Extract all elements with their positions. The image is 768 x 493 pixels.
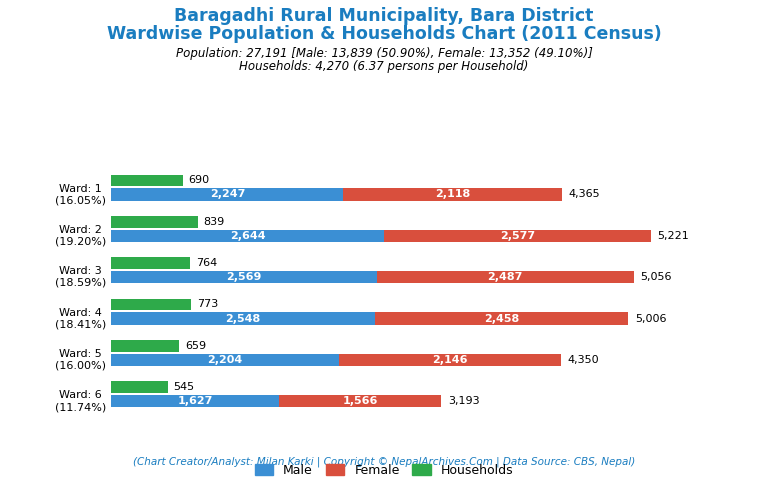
Text: 773: 773 (197, 299, 218, 310)
Text: 690: 690 (188, 176, 210, 185)
Legend: Male, Female, Households: Male, Female, Households (250, 459, 518, 482)
Bar (111, 353, 339, 366)
Text: 2,569: 2,569 (227, 272, 262, 282)
Bar (111, 382, 167, 393)
Bar (280, 395, 441, 407)
Bar (111, 340, 180, 352)
Text: 2,146: 2,146 (432, 355, 468, 365)
Text: 2,118: 2,118 (435, 189, 471, 200)
Text: 1,566: 1,566 (343, 396, 378, 406)
Text: Households: 4,270 (6.37 persons per Household): Households: 4,270 (6.37 persons per Hous… (240, 60, 528, 73)
Bar (111, 299, 191, 310)
Text: 4,365: 4,365 (569, 189, 601, 200)
Text: 764: 764 (196, 258, 217, 268)
Text: 2,644: 2,644 (230, 231, 266, 241)
Bar (111, 271, 376, 283)
Text: 2,577: 2,577 (500, 231, 535, 241)
Bar (376, 271, 634, 283)
Bar (385, 230, 650, 242)
Bar (111, 313, 375, 325)
Text: Wardwise Population & Households Chart (2011 Census): Wardwise Population & Households Chart (… (107, 25, 661, 43)
Bar (375, 313, 628, 325)
Bar (111, 395, 280, 407)
Text: 1,627: 1,627 (177, 396, 213, 406)
Bar (111, 216, 198, 228)
Bar (111, 257, 190, 269)
Text: 5,056: 5,056 (641, 272, 672, 282)
Bar (343, 188, 562, 201)
Text: Baragadhi Rural Municipality, Bara District: Baragadhi Rural Municipality, Bara Distr… (174, 7, 594, 26)
Text: 2,487: 2,487 (488, 272, 523, 282)
Text: Population: 27,191 [Male: 13,839 (50.90%), Female: 13,352 (49.10%)]: Population: 27,191 [Male: 13,839 (50.90%… (176, 47, 592, 60)
Bar (111, 175, 183, 186)
Text: 2,204: 2,204 (207, 355, 243, 365)
Bar (339, 353, 561, 366)
Text: 5,006: 5,006 (635, 314, 667, 323)
Text: 659: 659 (185, 341, 207, 351)
Text: 2,458: 2,458 (484, 314, 519, 323)
Text: 4,350: 4,350 (568, 355, 599, 365)
Bar (111, 188, 343, 201)
Bar (111, 230, 385, 242)
Text: 5,221: 5,221 (657, 231, 689, 241)
Text: (Chart Creator/Analyst: Milan Karki | Copyright © NepalArchives.Com | Data Sourc: (Chart Creator/Analyst: Milan Karki | Co… (133, 456, 635, 466)
Text: 3,193: 3,193 (448, 396, 479, 406)
Text: 545: 545 (174, 382, 194, 392)
Text: 2,548: 2,548 (225, 314, 260, 323)
Text: 839: 839 (204, 217, 225, 227)
Text: 2,247: 2,247 (210, 189, 245, 200)
